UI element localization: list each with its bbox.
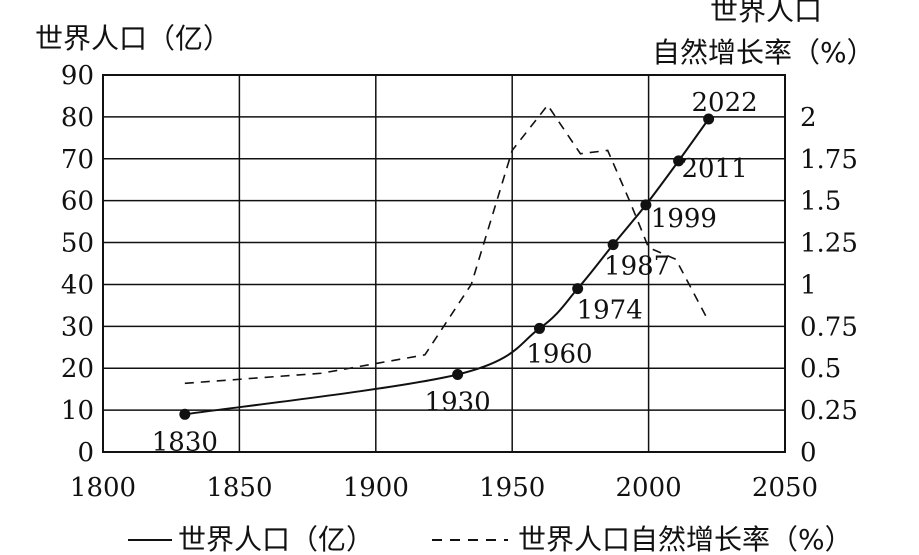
legend-label-growth-rate: 世界人口自然增长率（%）: [518, 523, 853, 555]
legend: 世界人口（亿） 世界人口自然增长率（%）: [128, 523, 853, 555]
right-y-tick-label: 1.25: [800, 229, 858, 259]
point-label-1830: 1830: [152, 427, 218, 457]
x-tick-label: 1900: [343, 473, 409, 503]
x-tick-label: 2050: [752, 473, 818, 503]
point-label-1930: 1930: [425, 388, 491, 418]
right-y-tick-label: 2: [800, 103, 817, 133]
point-label-1987: 1987: [604, 252, 670, 282]
left-y-tick-label: 80: [61, 103, 94, 133]
left-y-tick-label: 90: [61, 61, 94, 91]
population-point-1987: [607, 239, 619, 251]
population-point-2022: [703, 113, 715, 125]
right-y-tick-label: 1.5: [800, 187, 841, 217]
right-axis-title-line2: 自然增长率（%）: [652, 36, 875, 69]
population-point-1930: [452, 369, 464, 381]
plot-frame: [102, 74, 786, 453]
left-y-tick-label: 10: [61, 396, 94, 426]
right-y-tick-label: 0: [800, 438, 817, 468]
right-axis-ticks: 0 0.25 0.5 0.75 1 1.25 1.5 1.75 2: [800, 103, 858, 468]
left-axis-title: 世界人口（亿）: [35, 22, 231, 55]
x-tick-label: 2000: [616, 473, 682, 503]
point-label-2022: 2022: [692, 88, 758, 118]
point-label-2011: 2011: [682, 154, 748, 184]
left-y-tick-label: 60: [61, 187, 94, 217]
series: 1830 1930 1960 1974 1987 1999 2011 2022: [152, 88, 758, 457]
legend-label-population: 世界人口（亿）: [178, 523, 374, 555]
left-y-tick-label: 50: [61, 229, 94, 259]
point-label-1999: 1999: [651, 204, 717, 234]
x-axis-ticks: 1800 1850 1900 1950 2000 2050: [70, 473, 818, 503]
right-y-tick-label: 0.5: [800, 354, 841, 384]
left-axis-ticks: 0 10 20 30 40 50 60 70 80 90: [61, 61, 94, 468]
population-point-1974: [572, 283, 584, 295]
right-y-tick-label: 1: [800, 270, 817, 300]
point-label-1960: 1960: [526, 339, 592, 369]
population-point-1830: [179, 408, 191, 420]
x-tick-label: 1850: [206, 473, 272, 503]
right-axis-title-line1: 世界人口: [710, 0, 822, 27]
right-y-tick-label: 0.25: [800, 396, 858, 426]
right-y-tick-label: 1.75: [800, 145, 858, 175]
left-y-tick-label: 40: [61, 270, 94, 300]
left-y-tick-label: 0: [77, 438, 94, 468]
growth-rate-line: [184, 103, 710, 385]
left-y-tick-label: 70: [61, 145, 94, 175]
right-y-tick-label: 0.75: [800, 312, 858, 342]
left-y-tick-label: 30: [61, 312, 94, 342]
x-tick-label: 1950: [479, 473, 545, 503]
left-y-tick-label: 20: [61, 354, 94, 384]
population-point-1999: [640, 199, 652, 211]
population-point-1960: [533, 322, 545, 334]
point-label-1974: 1974: [577, 296, 643, 326]
x-tick-label: 1800: [70, 473, 136, 503]
population-point-2011: [673, 155, 685, 167]
